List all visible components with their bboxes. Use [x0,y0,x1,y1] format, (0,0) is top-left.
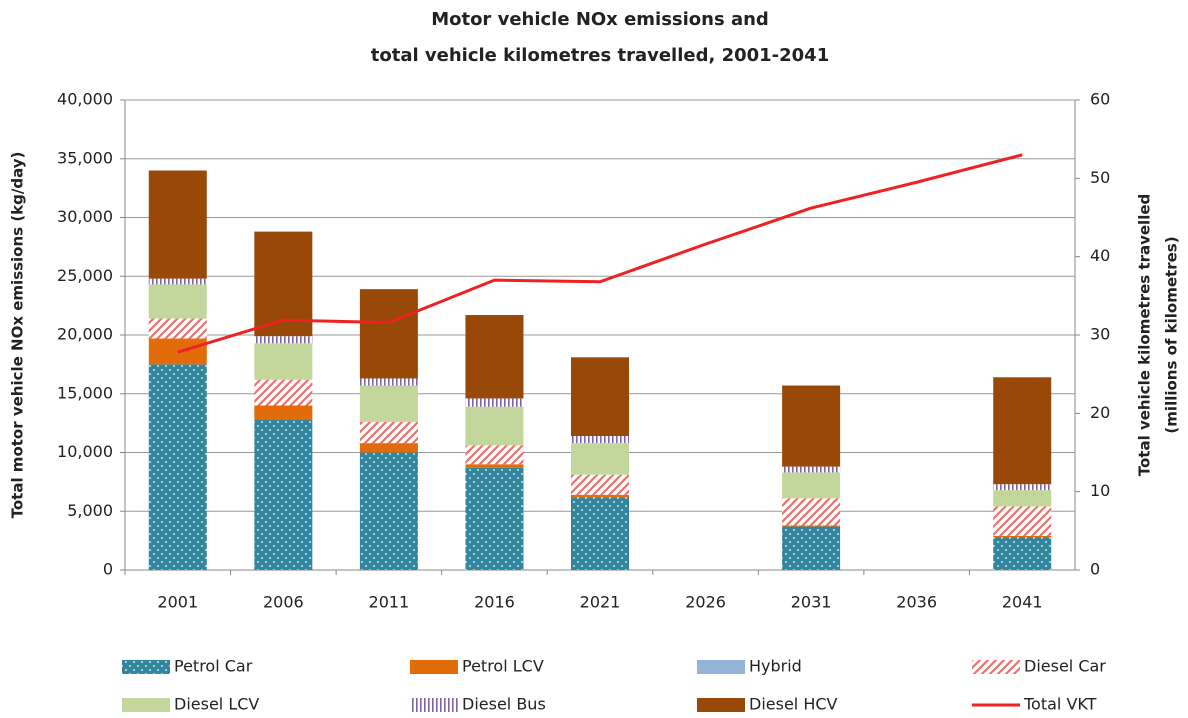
bar-segment [465,398,524,407]
y2-tick-label: 50 [1090,168,1110,187]
legend-label: Diesel HCV [749,695,838,714]
y2-axis-title: (millions of kilometres) [1163,236,1181,433]
bar-segment [993,537,1052,570]
bar-segment [359,452,418,570]
chart-title: total vehicle kilometres travelled, 2001… [371,45,829,66]
x-tick-label: 2011 [369,593,410,612]
bar-segment [359,443,418,453]
bar-segment [465,464,524,468]
legend-swatch [122,698,170,712]
bar-segment [571,497,629,570]
y2-tick-label: 0 [1090,560,1100,579]
bar-segment [465,315,524,399]
y-tick-label: 20,000 [57,325,113,344]
legend-swatch [410,660,458,674]
bar-segment [782,385,841,467]
bar-segment [254,336,313,344]
bar-segment [359,385,418,422]
bar-segment [571,494,629,498]
bar-segment [254,405,313,420]
legend-swatch [972,660,1020,674]
bar-segment [782,498,841,526]
y-tick-label: 5,000 [67,501,113,520]
x-tick-label: 2016 [474,593,515,612]
x-tick-label: 2026 [685,593,726,612]
bar-segment [359,289,418,379]
bar-segment [465,467,524,570]
y-tick-label: 30,000 [57,207,113,226]
bar-segment [465,406,524,446]
bar-segment [782,472,841,499]
bar-segment [571,474,629,495]
bar-segment [359,421,418,444]
bar-segment [359,378,418,386]
y2-tick-label: 10 [1090,481,1110,500]
bar-segment [993,377,1052,485]
y2-axis-title: Total vehicle kilometres travelled [1136,194,1154,477]
bar-segment [148,278,207,285]
legend-label: Hybrid [749,657,802,676]
bar-segment [254,419,313,570]
y-tick-label: 15,000 [57,383,113,402]
legend-label: Diesel Car [1024,657,1106,676]
bar-segment [993,490,1052,507]
y2-tick-label: 30 [1090,325,1110,344]
y2-tick-label: 60 [1090,90,1110,109]
legend-swatch [697,698,745,712]
legend-swatch [410,698,458,712]
legend-swatch [697,660,745,674]
y-axis-title: Total motor vehicle NOx emissions (kg/da… [9,152,27,519]
bar-segment [148,284,207,319]
bar-segment [254,343,313,380]
y-tick-label: 10,000 [57,442,113,461]
y2-tick-label: 20 [1090,403,1110,422]
line [177,153,1023,354]
bar-segment [993,506,1052,536]
bar-segment [254,379,313,406]
bar-segment [571,443,629,475]
bar-segment [148,170,207,279]
y2-tick-label: 40 [1090,246,1110,265]
bar-segment [148,318,207,339]
bar-segment [148,364,207,570]
y-tick-label: 35,000 [57,148,113,167]
y-tick-label: 0 [103,560,113,579]
bar-segment [993,484,1052,491]
legend-label: Total VKT [1023,695,1097,714]
bar-segment [993,535,1052,538]
legend-label: Petrol LCV [462,657,544,676]
x-tick-label: 2031 [791,593,832,612]
legend-label: Diesel LCV [174,695,259,714]
x-tick-label: 2041 [1002,593,1043,612]
bar-segment [782,526,841,570]
bar-segment [571,357,629,437]
y-tick-label: 40,000 [57,90,113,109]
x-tick-label: 2021 [580,593,621,612]
bar-segment [782,525,841,527]
bar-segment [571,436,629,444]
legend-label: Diesel Bus [462,695,546,714]
bar-segment [782,466,841,473]
x-tick-label: 2001 [157,593,198,612]
x-tick-label: 2036 [896,593,937,612]
chart-title: Motor vehicle NOx emissions and [431,9,769,30]
y-tick-label: 25,000 [57,266,113,285]
legend-swatch [122,660,170,674]
bar-segment [465,445,524,465]
x-tick-label: 2006 [263,593,304,612]
legend-label: Petrol Car [174,657,253,676]
